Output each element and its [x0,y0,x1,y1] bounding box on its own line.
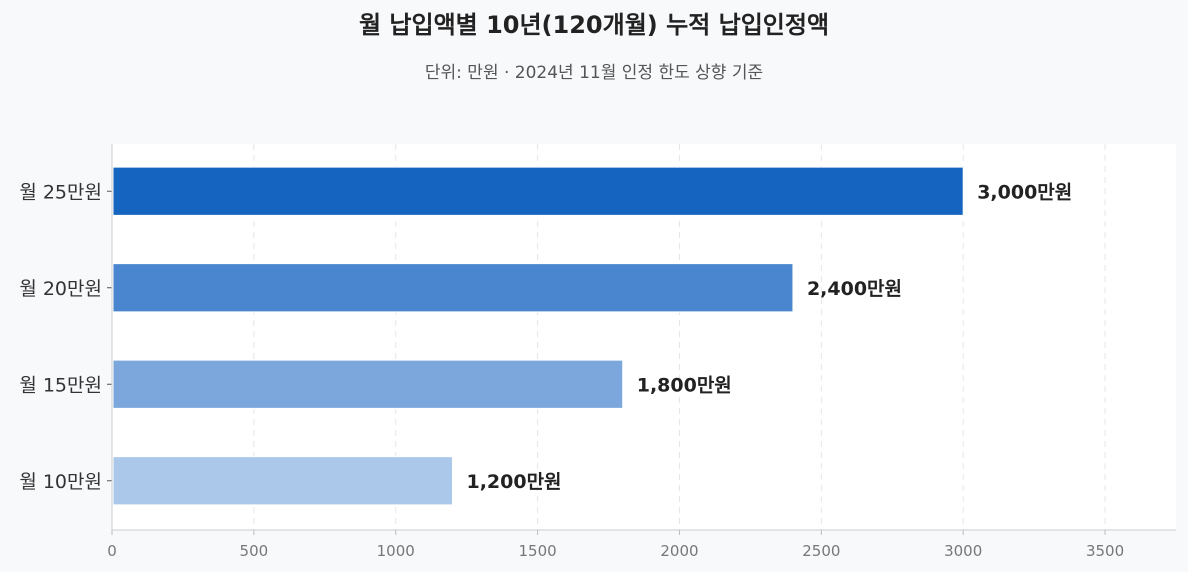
x-tick-label: 1500 [519,542,557,560]
bar [112,359,624,409]
x-tick-label: 3500 [1086,542,1124,560]
x-tick-label: 1000 [377,542,415,560]
x-tick-label: 2000 [660,542,698,560]
bar-value-label: 2,400만원 [807,278,902,300]
category-label: 월 10만원 [19,471,102,493]
bars: 3,000만원 2,400만원 1,800만원 1,200만원 [112,166,1072,506]
bar [112,263,794,313]
category-label: 월 25만원 [19,181,102,203]
x-tick-label: 2500 [802,542,840,560]
chart-subtitle: 단위: 만원 · 2024년 11월 인정 한도 상향 기준 [425,63,763,83]
bar-value-label: 1,200만원 [466,471,561,493]
x-tick-label: 3000 [944,542,982,560]
category-label: 월 20만원 [19,278,102,300]
bar-value-label: 3,000만원 [977,181,1072,203]
x-tick-label: 500 [240,542,269,560]
category-label: 월 15만원 [19,374,102,396]
bar [112,456,453,506]
x-tick-label: 0 [107,542,117,560]
bar-value-label: 1,800만원 [637,374,732,396]
bar [112,166,964,216]
chart-title: 월 납입액별 10년(120개월) 누적 납입인정액 [359,11,829,39]
